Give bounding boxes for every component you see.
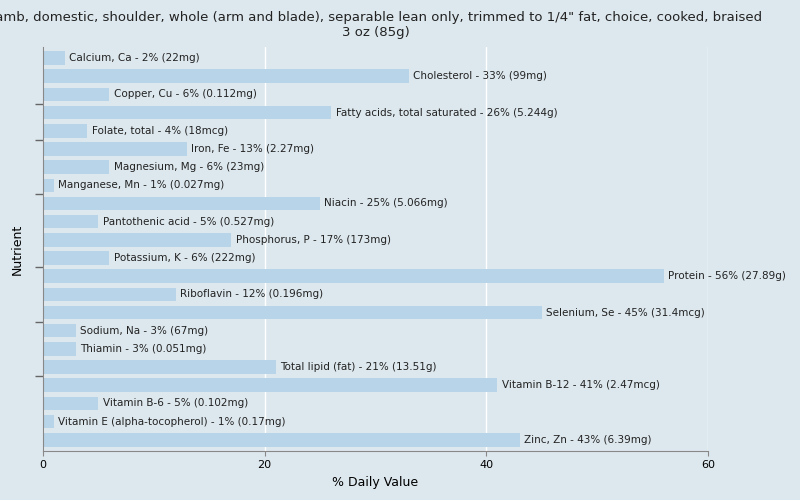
- Text: Vitamin E (alpha-tocopherol) - 1% (0.17mg): Vitamin E (alpha-tocopherol) - 1% (0.17m…: [58, 416, 286, 426]
- Bar: [42, 215, 98, 228]
- Bar: [42, 178, 54, 192]
- Bar: [42, 251, 110, 265]
- Title: Lamb, domestic, shoulder, whole (arm and blade), separable lean only, trimmed to: Lamb, domestic, shoulder, whole (arm and…: [0, 11, 762, 39]
- Text: Phosphorus, P - 17% (173mg): Phosphorus, P - 17% (173mg): [236, 235, 390, 245]
- Bar: [42, 360, 276, 374]
- Text: Calcium, Ca - 2% (22mg): Calcium, Ca - 2% (22mg): [70, 53, 200, 63]
- Text: Niacin - 25% (5.066mg): Niacin - 25% (5.066mg): [325, 198, 448, 208]
- Bar: [42, 233, 231, 246]
- Text: Zinc, Zn - 43% (6.39mg): Zinc, Zn - 43% (6.39mg): [524, 434, 651, 444]
- X-axis label: % Daily Value: % Daily Value: [333, 476, 418, 489]
- Text: Fatty acids, total saturated - 26% (5.244g): Fatty acids, total saturated - 26% (5.24…: [335, 108, 557, 118]
- Bar: [42, 160, 110, 174]
- Text: Riboflavin - 12% (0.196mg): Riboflavin - 12% (0.196mg): [180, 290, 323, 300]
- Bar: [42, 306, 542, 320]
- Bar: [42, 324, 76, 338]
- Text: Selenium, Se - 45% (31.4mcg): Selenium, Se - 45% (31.4mcg): [546, 308, 705, 318]
- Text: Pantothenic acid - 5% (0.527mg): Pantothenic acid - 5% (0.527mg): [102, 216, 274, 226]
- Text: Cholesterol - 33% (99mg): Cholesterol - 33% (99mg): [413, 72, 547, 82]
- Text: Magnesium, Mg - 6% (23mg): Magnesium, Mg - 6% (23mg): [114, 162, 264, 172]
- Text: Manganese, Mn - 1% (0.027mg): Manganese, Mn - 1% (0.027mg): [58, 180, 225, 190]
- Bar: [42, 396, 98, 410]
- Text: Potassium, K - 6% (222mg): Potassium, K - 6% (222mg): [114, 253, 255, 263]
- Bar: [42, 342, 76, 355]
- Bar: [42, 414, 54, 428]
- Bar: [42, 88, 110, 102]
- Text: Vitamin B-6 - 5% (0.102mg): Vitamin B-6 - 5% (0.102mg): [102, 398, 248, 408]
- Bar: [42, 52, 65, 65]
- Bar: [42, 270, 664, 283]
- Bar: [42, 124, 87, 138]
- Text: Iron, Fe - 13% (2.27mg): Iron, Fe - 13% (2.27mg): [191, 144, 314, 154]
- Bar: [42, 70, 409, 83]
- Bar: [42, 196, 320, 210]
- Text: Protein - 56% (27.89g): Protein - 56% (27.89g): [668, 271, 786, 281]
- Text: Sodium, Na - 3% (67mg): Sodium, Na - 3% (67mg): [81, 326, 209, 336]
- Bar: [42, 142, 187, 156]
- Text: Copper, Cu - 6% (0.112mg): Copper, Cu - 6% (0.112mg): [114, 90, 257, 100]
- Bar: [42, 288, 176, 301]
- Bar: [42, 433, 520, 446]
- Text: Thiamin - 3% (0.051mg): Thiamin - 3% (0.051mg): [81, 344, 207, 354]
- Text: Total lipid (fat) - 21% (13.51g): Total lipid (fat) - 21% (13.51g): [280, 362, 437, 372]
- Bar: [42, 378, 498, 392]
- Bar: [42, 106, 331, 120]
- Y-axis label: Nutrient: Nutrient: [11, 224, 24, 274]
- Text: Vitamin B-12 - 41% (2.47mcg): Vitamin B-12 - 41% (2.47mcg): [502, 380, 660, 390]
- Text: Folate, total - 4% (18mcg): Folate, total - 4% (18mcg): [91, 126, 228, 136]
